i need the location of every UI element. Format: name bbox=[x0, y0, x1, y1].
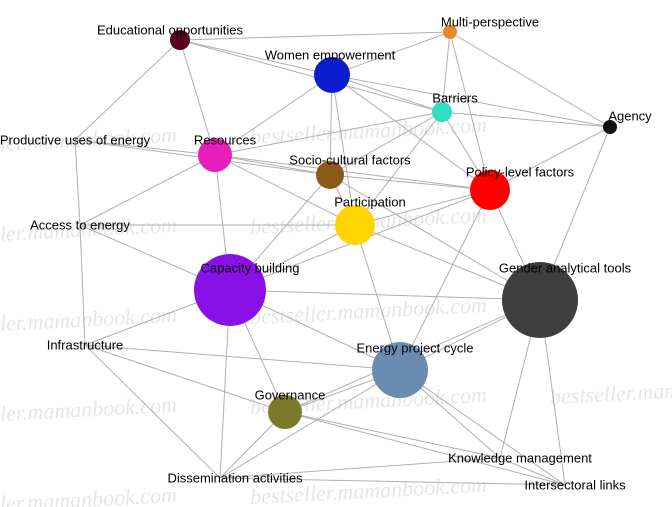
edge bbox=[215, 75, 332, 155]
edge bbox=[400, 370, 565, 485]
edge bbox=[180, 40, 442, 112]
edge bbox=[442, 32, 450, 112]
edge bbox=[330, 175, 490, 190]
edge bbox=[220, 478, 565, 485]
edge bbox=[332, 32, 450, 75]
node-governance bbox=[268, 395, 302, 429]
edge bbox=[180, 32, 450, 40]
edge bbox=[230, 290, 540, 300]
edge bbox=[442, 112, 610, 127]
edge bbox=[285, 412, 565, 485]
edge bbox=[220, 370, 400, 478]
edge bbox=[180, 40, 332, 75]
edge bbox=[215, 155, 330, 175]
node-socio bbox=[316, 161, 344, 189]
node-women bbox=[314, 57, 350, 93]
node-multi bbox=[443, 25, 457, 39]
node-gender bbox=[502, 262, 578, 338]
edge bbox=[75, 140, 215, 155]
edge bbox=[75, 40, 180, 140]
edge bbox=[85, 345, 400, 370]
edge bbox=[450, 32, 610, 127]
edge bbox=[490, 127, 610, 190]
node-participation bbox=[335, 205, 375, 245]
edge bbox=[330, 112, 442, 175]
edge bbox=[332, 75, 610, 127]
edge bbox=[180, 40, 215, 155]
edges-group bbox=[75, 32, 610, 485]
edge bbox=[75, 140, 80, 225]
edge bbox=[355, 112, 442, 225]
edge bbox=[285, 412, 500, 458]
node-capacity bbox=[194, 254, 266, 326]
edge bbox=[450, 32, 490, 190]
node-barriers bbox=[432, 102, 452, 122]
node-educational bbox=[170, 30, 190, 50]
edge bbox=[80, 155, 215, 225]
edge bbox=[220, 458, 500, 478]
node-resources bbox=[198, 138, 232, 172]
edge bbox=[85, 345, 285, 412]
edge bbox=[400, 190, 490, 370]
network-diagram: bestseller.mamanbook.combestseller.maman… bbox=[0, 0, 672, 507]
edge bbox=[355, 190, 490, 225]
edge bbox=[80, 225, 85, 345]
edge bbox=[215, 112, 442, 155]
node-energycycle bbox=[372, 342, 428, 398]
edge bbox=[85, 345, 220, 478]
node-policy bbox=[470, 170, 510, 210]
node-agency bbox=[603, 120, 617, 134]
network-svg bbox=[0, 0, 672, 507]
